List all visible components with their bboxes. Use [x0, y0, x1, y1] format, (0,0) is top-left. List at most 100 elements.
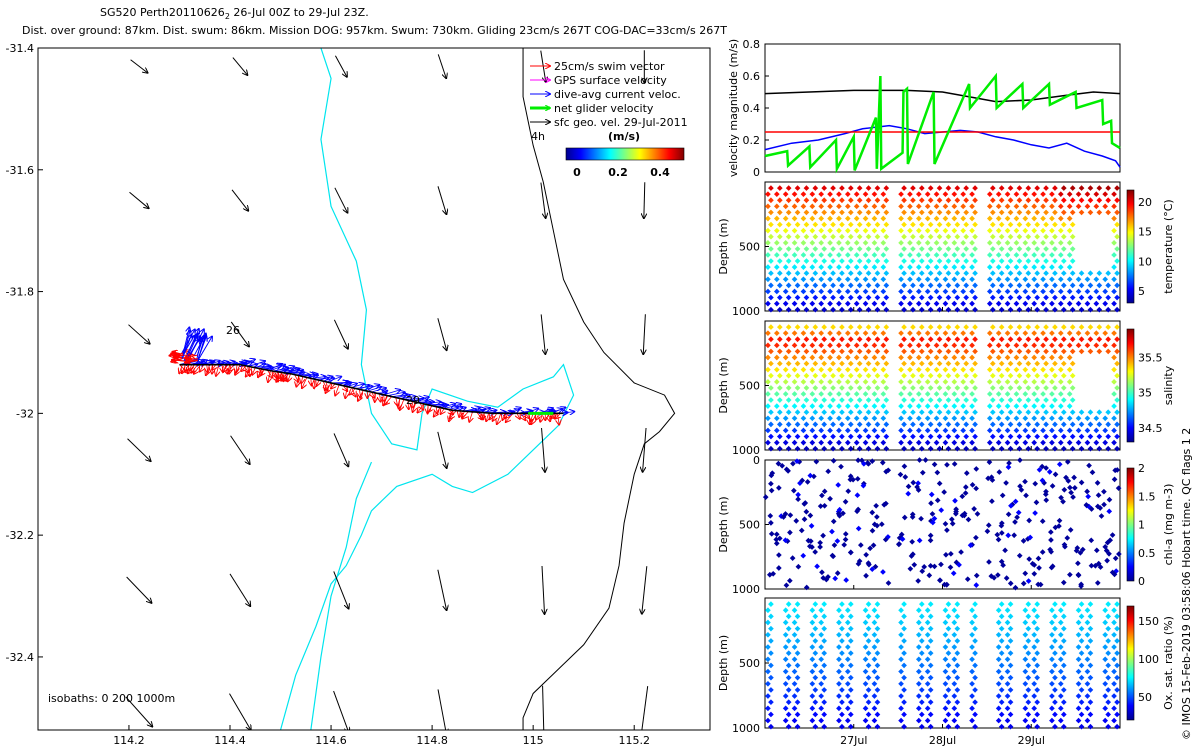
profile-data-point — [785, 397, 792, 403]
profile-data-point — [1060, 625, 1067, 632]
profile-data-point — [1066, 239, 1073, 246]
chl-data-point — [776, 565, 782, 571]
chl-data-point — [915, 487, 922, 493]
profile-data-point — [933, 354, 940, 361]
profile-data-point — [785, 711, 792, 718]
profile-data-point — [924, 415, 931, 422]
geo-vector — [333, 433, 348, 466]
profile-data-point — [812, 209, 819, 216]
profile-data-point — [1049, 264, 1055, 270]
chl-data-point — [943, 551, 949, 558]
profile-data-point — [995, 288, 1002, 295]
swim-vector — [212, 365, 216, 370]
profile-data-point — [1049, 403, 1055, 409]
profile-data-point — [1022, 427, 1029, 434]
profile-data-point — [972, 711, 978, 718]
profile-data-point — [954, 209, 961, 216]
swim-vector — [314, 379, 315, 388]
profile-data-point — [800, 264, 807, 270]
velocity-ytick-label: 0 — [753, 166, 760, 179]
profile-data-point — [1052, 650, 1058, 656]
profile-data-point — [951, 631, 958, 638]
profile-data-point — [927, 674, 934, 681]
profile-data-point — [803, 233, 810, 240]
chl-data-point — [795, 496, 801, 503]
profile-data-point — [901, 445, 907, 452]
chl-data-point — [944, 461, 950, 468]
profile-data-point — [785, 306, 792, 313]
profile-data-point — [945, 233, 952, 240]
chl-data-point — [1097, 564, 1104, 570]
profile-data-point — [995, 415, 1002, 422]
profile-data-point — [1066, 378, 1073, 385]
profile-data-point — [907, 203, 913, 210]
profile-data-point — [874, 687, 881, 693]
profile-data-point — [898, 215, 904, 222]
profile-data-point — [927, 385, 934, 391]
chl-data-point — [928, 491, 935, 498]
swim-vector — [268, 370, 270, 382]
profile-data-point — [963, 197, 970, 204]
profile-data-point — [1022, 252, 1029, 258]
profile-data-point — [836, 288, 842, 295]
profile-data-point — [812, 270, 819, 277]
profile-data-point — [942, 300, 949, 307]
profile-data-point — [1114, 233, 1120, 240]
profile-data-point — [915, 415, 922, 422]
chl-data-point — [1052, 471, 1059, 478]
profile-data-point — [898, 203, 904, 210]
profile-data-point — [915, 215, 922, 222]
chl-data-point — [969, 481, 976, 488]
profile-data-point — [776, 372, 783, 379]
profile-data-point — [768, 625, 774, 632]
profile-data-point — [880, 264, 887, 270]
profile-data-point — [839, 336, 845, 343]
profile-data-point — [1111, 252, 1117, 258]
chl-data-point — [995, 572, 1001, 578]
chl-data-point — [871, 521, 878, 528]
profile-data-point — [865, 324, 872, 330]
profile-data-point — [800, 354, 807, 361]
profile-data-point — [1004, 668, 1011, 675]
profile-data-point — [768, 687, 774, 693]
profile-data-point — [963, 209, 970, 216]
chl-data-point — [869, 509, 876, 516]
profile-data-point — [945, 601, 952, 607]
profile-data-point — [1114, 397, 1120, 403]
chl-data-point — [794, 458, 800, 465]
profile-data-point — [1022, 276, 1029, 283]
profile-data-point — [1084, 330, 1091, 336]
profile-data-point — [839, 601, 845, 607]
profile-data-point — [1031, 378, 1038, 385]
profile-data-point — [856, 270, 863, 277]
geo-vector — [333, 571, 349, 608]
geo-vector — [437, 431, 447, 468]
profile-data-point — [1025, 421, 1032, 428]
profile-data-point — [942, 330, 949, 336]
profile-data-point — [1025, 711, 1032, 718]
profile-data-point — [1004, 378, 1011, 385]
dac-vector — [347, 384, 357, 387]
profile-data-point — [1057, 656, 1064, 663]
profile-data-point — [995, 668, 1002, 675]
profile-data-point — [1043, 336, 1049, 343]
profile-data-point — [1078, 306, 1085, 313]
profile-colorbar-tick: 0.5 — [1138, 547, 1156, 560]
profile-data-point — [847, 409, 854, 416]
dac-vector — [395, 395, 410, 398]
profile-data-point — [1057, 693, 1064, 699]
profile-data-point — [910, 294, 916, 301]
profile-data-point — [839, 711, 845, 718]
profile-data-point — [1025, 294, 1032, 301]
profile-data-point — [791, 378, 798, 385]
profile-data-point — [945, 421, 952, 428]
chl-data-point — [908, 553, 915, 559]
profile-data-point — [1040, 342, 1046, 349]
profile-data-point — [865, 601, 872, 607]
profile-data-point — [874, 197, 881, 204]
profile-data-point — [1111, 415, 1117, 422]
profile-data-point — [1007, 270, 1014, 277]
profile-data-point — [918, 397, 925, 403]
profile-data-point — [1043, 185, 1049, 191]
profile-data-point — [927, 699, 934, 706]
